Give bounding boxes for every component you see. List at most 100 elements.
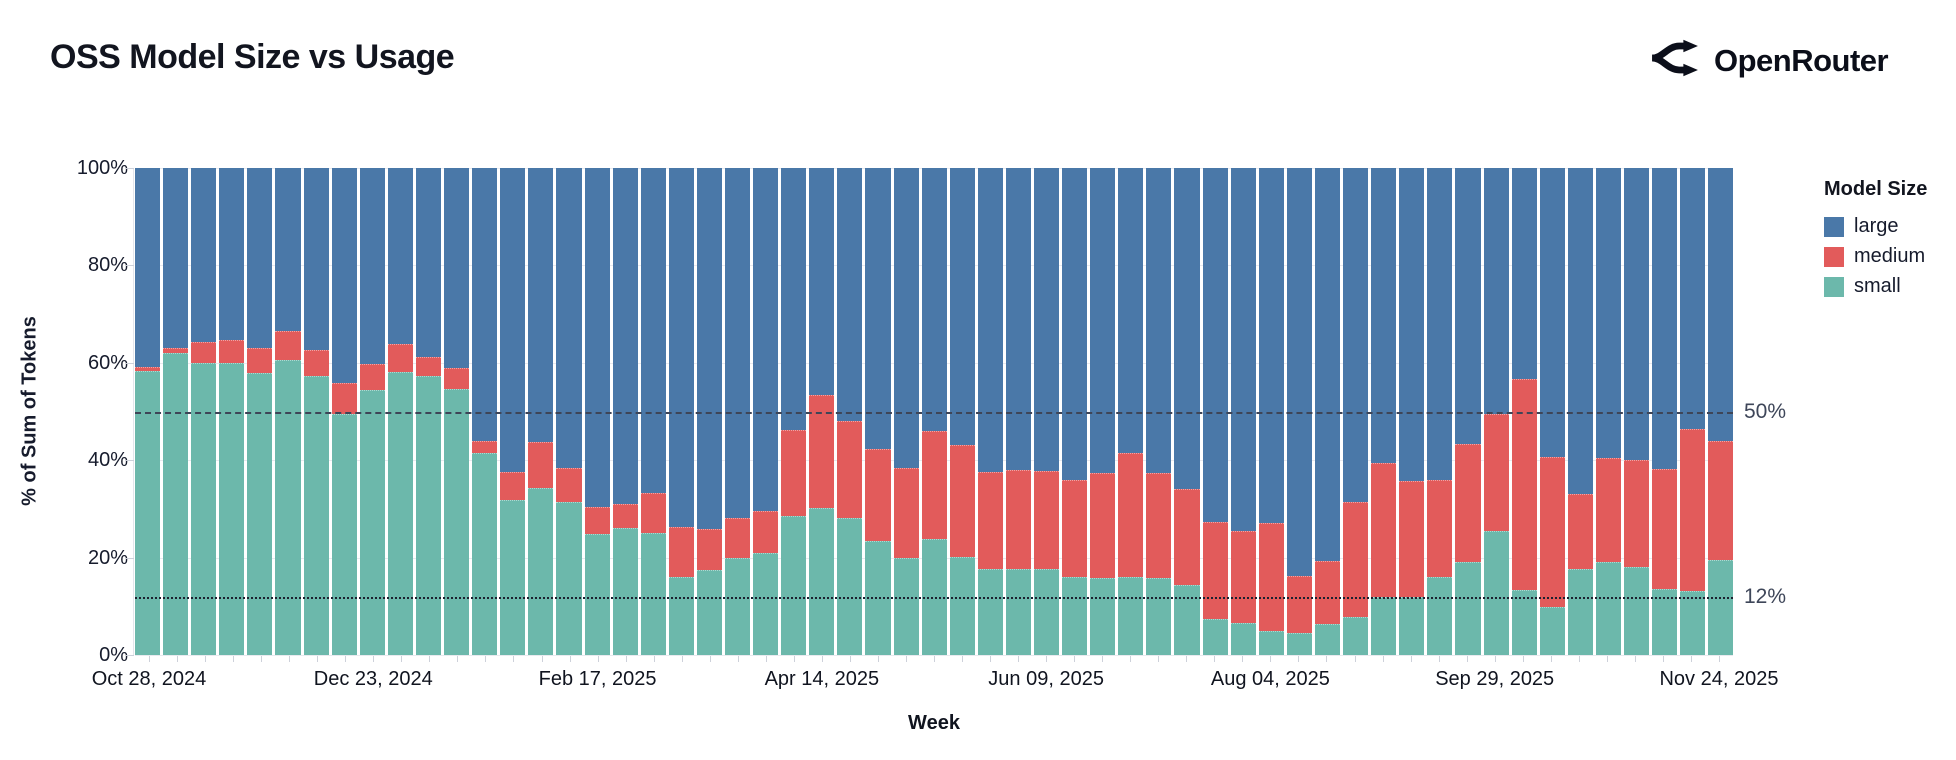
- segment-medium[interactable]: [472, 441, 498, 454]
- bar-jan-06-2025[interactable]: [415, 168, 442, 655]
- bar-jul-21-2025[interactable]: [1202, 168, 1228, 655]
- segment-small[interactable]: [444, 389, 470, 655]
- segment-large[interactable]: [1343, 168, 1369, 503]
- segment-small[interactable]: [1034, 569, 1060, 655]
- legend-item-medium[interactable]: medium: [1824, 245, 1927, 268]
- bar-dec-23-2024[interactable]: [359, 168, 385, 655]
- bar-jan-27-2025[interactable]: [500, 168, 526, 655]
- segment-small[interactable]: [753, 553, 779, 655]
- segment-medium[interactable]: [1511, 379, 1537, 590]
- segment-small[interactable]: [1483, 530, 1509, 655]
- segment-medium[interactable]: [556, 468, 582, 502]
- segment-medium[interactable]: [303, 349, 329, 376]
- segment-large[interactable]: [1230, 168, 1256, 531]
- legend-item-large[interactable]: large: [1824, 215, 1927, 238]
- segment-medium[interactable]: [1567, 494, 1593, 569]
- bar-aug-18-2025[interactable]: [1314, 168, 1341, 655]
- segment-medium[interactable]: [1005, 469, 1031, 569]
- segment-medium[interactable]: [1343, 502, 1369, 617]
- segment-medium[interactable]: [640, 492, 666, 533]
- segment-large[interactable]: [1399, 168, 1425, 481]
- segment-small[interactable]: [387, 371, 413, 655]
- segment-small[interactable]: [1371, 596, 1397, 655]
- bar-nov-17-2025[interactable]: [1680, 168, 1706, 655]
- bar-apr-07-2025[interactable]: [781, 168, 807, 655]
- segment-small[interactable]: [809, 507, 835, 655]
- segment-large[interactable]: [1202, 168, 1228, 523]
- segment-large[interactable]: [219, 168, 245, 341]
- segment-large[interactable]: [1174, 168, 1200, 490]
- bar-jun-30-2025[interactable]: [1118, 168, 1144, 655]
- segment-large[interactable]: [668, 168, 694, 528]
- segment-medium[interactable]: [500, 471, 526, 500]
- bar-dec-09-2024[interactable]: [303, 168, 329, 655]
- bar-feb-03-2025[interactable]: [528, 168, 554, 655]
- segment-large[interactable]: [1539, 168, 1565, 458]
- segment-medium[interactable]: [191, 342, 217, 363]
- segment-medium[interactable]: [612, 504, 638, 529]
- segment-small[interactable]: [1286, 633, 1312, 655]
- bar-aug-04-2025[interactable]: [1258, 168, 1284, 655]
- segment-small[interactable]: [1146, 577, 1172, 655]
- segment-medium[interactable]: [809, 395, 835, 508]
- bar-oct-13-2025[interactable]: [1539, 168, 1565, 655]
- segment-medium[interactable]: [219, 340, 245, 363]
- bar-may-19-2025[interactable]: [949, 168, 975, 655]
- segment-small[interactable]: [1062, 577, 1088, 655]
- bar-dec-16-2024[interactable]: [331, 168, 357, 655]
- segment-large[interactable]: [1483, 168, 1509, 414]
- segment-large[interactable]: [135, 168, 161, 367]
- segment-medium[interactable]: [331, 383, 357, 414]
- segment-large[interactable]: [415, 168, 442, 357]
- segment-small[interactable]: [1343, 616, 1369, 655]
- segment-medium[interactable]: [528, 441, 554, 489]
- bar-mar-31-2025[interactable]: [753, 168, 779, 655]
- segment-large[interactable]: [1623, 168, 1650, 461]
- bar-nov-04-2024[interactable]: [163, 168, 189, 655]
- segment-small[interactable]: [1258, 630, 1284, 655]
- segment-large[interactable]: [359, 168, 385, 364]
- segment-small[interactable]: [275, 360, 301, 655]
- segment-medium[interactable]: [781, 430, 807, 517]
- bar-jun-16-2025[interactable]: [1062, 168, 1088, 655]
- bar-sep-22-2025[interactable]: [1455, 168, 1481, 655]
- segment-small[interactable]: [1118, 577, 1144, 655]
- segment-large[interactable]: [1652, 168, 1678, 470]
- segment-small[interactable]: [668, 577, 694, 655]
- segment-small[interactable]: [191, 362, 217, 655]
- segment-medium[interactable]: [1062, 480, 1088, 578]
- segment-medium[interactable]: [444, 367, 470, 390]
- bar-nov-25-2024[interactable]: [247, 168, 273, 655]
- bar-oct-06-2025[interactable]: [1511, 168, 1537, 655]
- segment-medium[interactable]: [1118, 452, 1144, 578]
- bar-apr-14-2025[interactable]: [809, 168, 835, 655]
- segment-small[interactable]: [1595, 562, 1621, 655]
- segment-large[interactable]: [809, 168, 835, 396]
- bar-jun-02-2025[interactable]: [1005, 168, 1031, 655]
- segment-large[interactable]: [696, 168, 722, 530]
- bar-sep-29-2025[interactable]: [1483, 168, 1509, 655]
- segment-large[interactable]: [949, 168, 975, 446]
- segment-medium[interactable]: [1708, 440, 1734, 560]
- segment-medium[interactable]: [1202, 522, 1228, 619]
- segment-large[interactable]: [444, 168, 470, 368]
- segment-small[interactable]: [640, 532, 666, 655]
- segment-small[interactable]: [1399, 596, 1425, 655]
- segment-large[interactable]: [612, 168, 638, 505]
- segment-medium[interactable]: [724, 518, 751, 558]
- legend-item-small[interactable]: small: [1824, 275, 1927, 298]
- segment-medium[interactable]: [1174, 489, 1200, 586]
- bar-jul-28-2025[interactable]: [1230, 168, 1256, 655]
- segment-small[interactable]: [584, 533, 610, 655]
- segment-small[interactable]: [303, 375, 329, 655]
- bar-sep-08-2025[interactable]: [1399, 168, 1425, 655]
- bar-feb-10-2025[interactable]: [556, 168, 582, 655]
- segment-large[interactable]: [1090, 168, 1116, 474]
- segment-small[interactable]: [1230, 623, 1256, 655]
- bar-apr-21-2025[interactable]: [837, 168, 863, 655]
- segment-large[interactable]: [977, 168, 1003, 473]
- segment-medium[interactable]: [359, 363, 385, 391]
- segment-medium[interactable]: [1399, 480, 1425, 597]
- segment-medium[interactable]: [1314, 560, 1341, 625]
- bar-jan-13-2025[interactable]: [444, 168, 470, 655]
